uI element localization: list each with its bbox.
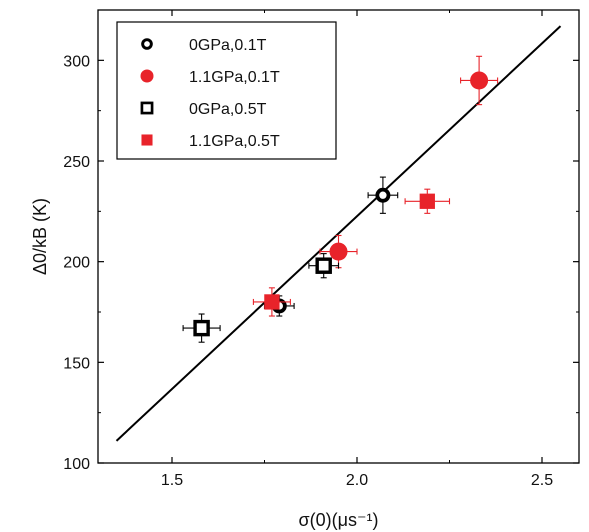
legend-box xyxy=(116,21,337,160)
data-point-filled-circle xyxy=(470,71,489,90)
y-tick-label: 250 xyxy=(63,154,90,171)
y-tick-label: 300 xyxy=(63,53,90,70)
y-tick-label: 200 xyxy=(63,255,90,272)
legend-label: 1.1GPa,0.5T xyxy=(189,133,280,150)
data-point-open-square xyxy=(315,257,332,274)
fit-line xyxy=(115,25,562,442)
data-point-open-square xyxy=(193,319,210,337)
legend-marker xyxy=(140,69,154,83)
legend-label: 0GPa,0.1T xyxy=(189,37,267,54)
legend-label: 1.1GPa,0.1T xyxy=(189,69,280,86)
y-axis-title: Δ0/kB (K) xyxy=(30,198,50,275)
legend: 0GPa,0.1T 1.1GPa,0.1T 0GPa,0.5T 1.1GPa,0.5T xyxy=(116,21,337,160)
x-axis-title: σ(0)(μs⁻¹) xyxy=(299,510,379,530)
y-tick-label: 100 xyxy=(63,456,90,473)
y-tick-label: 150 xyxy=(63,355,90,372)
data-point-filled-square xyxy=(264,294,280,310)
legend-label: 0GPa,0.5T xyxy=(189,101,267,118)
legend-marker xyxy=(141,38,153,50)
x-tick-label: 2.5 xyxy=(531,472,553,489)
x-tick-label: 2.0 xyxy=(346,472,368,489)
legend-marker xyxy=(141,134,153,146)
data-point-open-circle xyxy=(375,187,391,203)
plot-frame xyxy=(97,9,580,464)
plot-layer: 1.5 2.0 2.5 100 150 200 250 300 σ(0)(μs⁻¹) Δ0/kB … xyxy=(30,9,580,530)
legend-marker xyxy=(140,101,154,115)
data-point-filled-circle xyxy=(329,242,348,261)
x-tick-label: 1.5 xyxy=(161,472,183,489)
data-point-filled-square xyxy=(419,193,435,209)
